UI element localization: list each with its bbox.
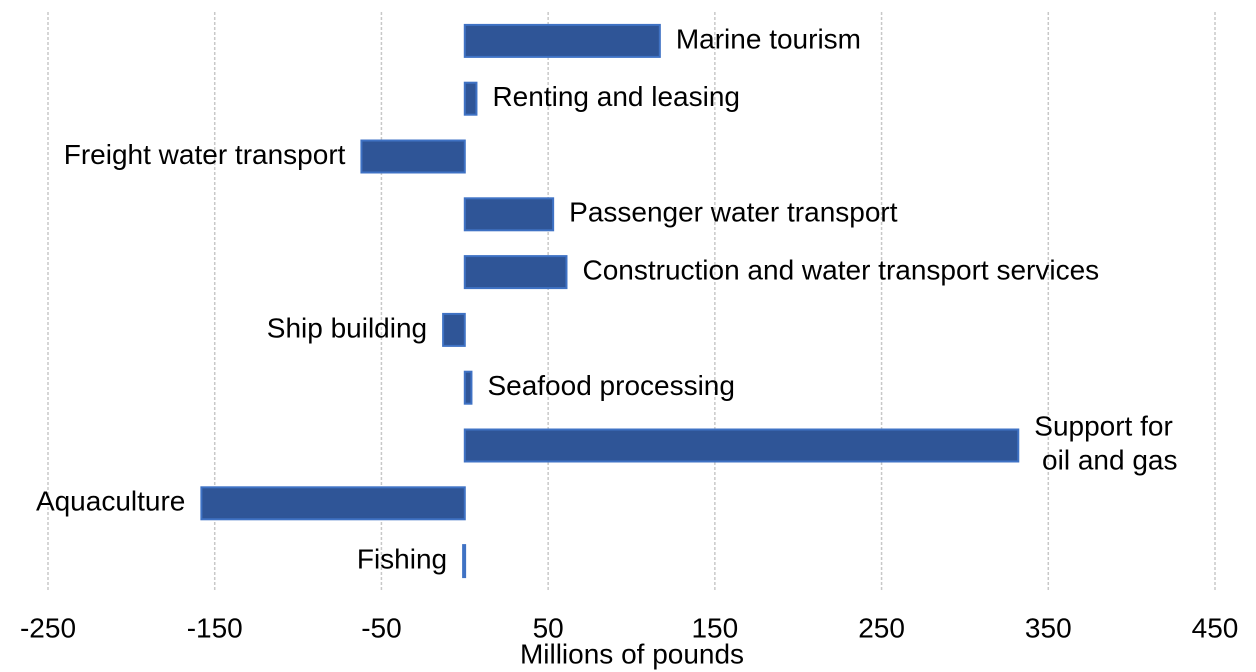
bar [462, 544, 467, 579]
x-tick-label: -50 [361, 612, 401, 643]
bar [200, 486, 466, 521]
category-label: Freight water transport [64, 139, 346, 170]
category-label: Fishing [357, 543, 447, 574]
bar [463, 81, 478, 116]
x-tick-label: 50 [533, 612, 564, 643]
x-tick-label: 350 [1025, 612, 1072, 643]
category-label: Construction and water transport service… [582, 254, 1099, 285]
bar [463, 370, 473, 405]
category-label: Passenger water transport [569, 197, 898, 228]
category-label: Marine tourism [676, 23, 861, 54]
x-tick-label: 150 [691, 612, 738, 643]
x-tick-label: -250 [20, 612, 76, 643]
bar [463, 255, 568, 290]
category-label: Ship building [267, 312, 427, 343]
bar [442, 312, 466, 347]
category-label: Aquaculture [36, 486, 185, 517]
x-tick-label: 450 [1192, 612, 1239, 643]
bar [463, 428, 1020, 463]
category-label: Seafood processing [487, 370, 735, 401]
bar [463, 197, 555, 232]
category-label: Renting and leasing [492, 81, 740, 112]
x-tick-label: -150 [187, 612, 243, 643]
x-axis-title: Millions of pounds [520, 638, 744, 669]
category-label: Support for oil and gas [1034, 411, 1177, 476]
bar [463, 23, 661, 58]
x-tick-label: 250 [858, 612, 905, 643]
bar [360, 139, 466, 174]
